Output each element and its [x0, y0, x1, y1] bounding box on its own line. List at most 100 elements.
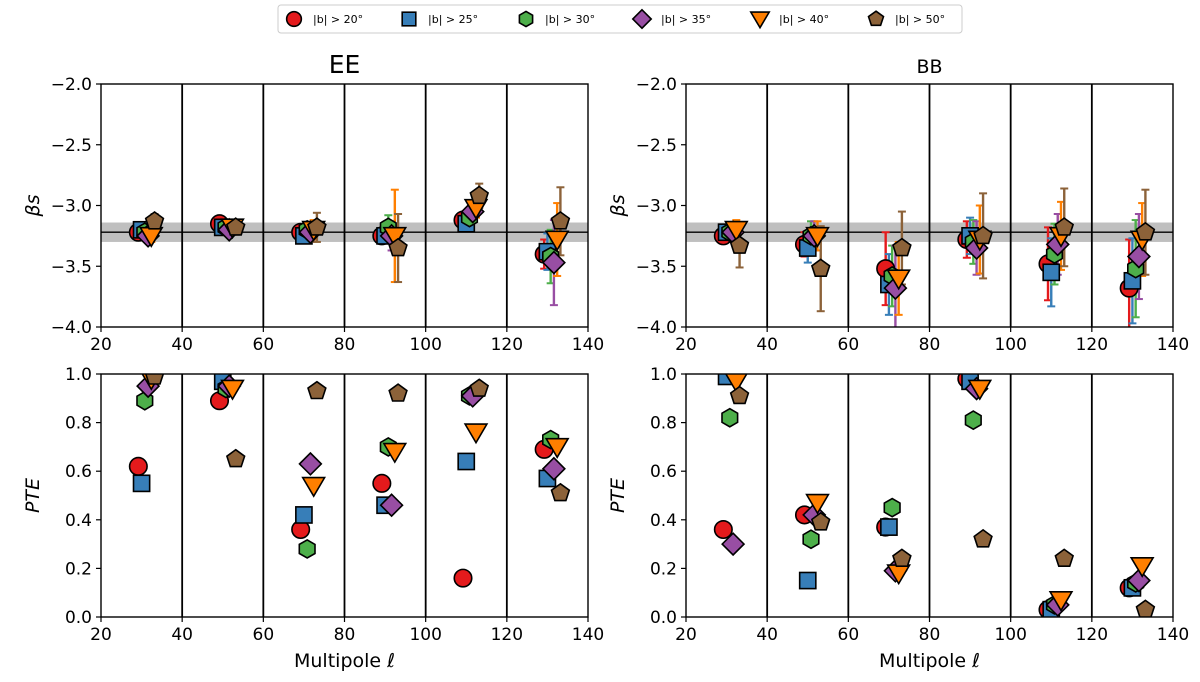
data-point — [1129, 556, 1155, 578]
y-tick-label: 0.2 — [650, 559, 677, 579]
data-point — [729, 385, 750, 405]
y-tick-label: 0.4 — [650, 511, 677, 531]
x-tick-label: 100 — [409, 335, 441, 355]
x-tick-label: 80 — [334, 625, 356, 645]
x-tick-label: 140 — [1157, 625, 1189, 645]
legend-marker-5 — [749, 11, 771, 30]
data-point — [725, 374, 748, 394]
data-point — [382, 226, 408, 248]
data-point — [132, 474, 151, 493]
data-point — [892, 548, 912, 568]
legend-label-1: |b| > 20° — [313, 13, 363, 26]
y-tick-label: 0.2 — [65, 559, 92, 579]
x-tick-label: 60 — [253, 625, 275, 645]
legend-marker-1 — [285, 10, 303, 28]
x-tick-label: 120 — [491, 335, 523, 355]
data-point — [144, 374, 165, 385]
x-tick-label: 140 — [1157, 335, 1189, 355]
data-point — [307, 380, 327, 400]
data-point — [128, 456, 148, 476]
data-point — [550, 211, 571, 230]
y-tick-label: 0.0 — [65, 608, 92, 628]
y-tick-label: 0.6 — [650, 462, 677, 482]
data-point — [973, 528, 993, 548]
y-tick-label: 0.6 — [65, 462, 92, 482]
x-tick-label: 140 — [572, 335, 604, 355]
data-point — [886, 269, 911, 291]
data-point — [298, 538, 316, 559]
y-axis-label: PTE — [607, 478, 629, 513]
y-tick-label: −3.5 — [51, 257, 92, 277]
y-tick-label: −2.5 — [636, 136, 677, 156]
data-point — [295, 506, 313, 524]
data-point — [721, 407, 739, 428]
legend-marker-2 — [401, 11, 417, 27]
data-point — [721, 532, 746, 557]
data-point — [382, 442, 408, 464]
data-point — [1135, 221, 1156, 241]
data-point — [1126, 244, 1151, 269]
data-point — [1126, 568, 1151, 593]
data-point — [805, 226, 830, 248]
data-point — [810, 258, 831, 278]
legend-label-5: |b| > 40° — [779, 13, 829, 26]
legend: |b| > 20° |b| > 25° |b| > 30° |b| > 35° |b| … — [277, 4, 963, 34]
data-point — [301, 476, 326, 498]
data-point — [307, 217, 327, 236]
data-point — [541, 250, 566, 275]
data-point — [388, 383, 408, 402]
y-tick-label: −4.0 — [636, 318, 677, 338]
y-axis-label: βs — [607, 194, 629, 217]
data-point — [550, 482, 571, 502]
x-tick-label: 120 — [1076, 335, 1108, 355]
x-tick-label: 60 — [253, 335, 275, 355]
x-tick-label: 20 — [675, 335, 697, 355]
y-tick-label: −2.5 — [51, 136, 92, 156]
data-point — [220, 379, 245, 401]
panel-bb-pte: 20 40 60 80 100 120 140 0.0 0.2 0.4 0.6 0.8 1.0 PTE Mu… — [607, 365, 1189, 672]
data-point — [453, 568, 473, 588]
legend-frame — [277, 4, 963, 34]
x-tick-label: 100 — [994, 625, 1026, 645]
legend-marker-3 — [518, 10, 534, 28]
data-point — [1042, 263, 1061, 282]
x-tick-label: 120 — [1076, 625, 1108, 645]
data-point — [880, 518, 898, 536]
data-point — [298, 451, 323, 476]
data-point — [225, 217, 246, 236]
y-tick-label: −4.0 — [51, 318, 92, 338]
data-point — [1054, 217, 1075, 236]
data-point — [892, 237, 912, 257]
data-point — [544, 230, 570, 252]
y-tick-label: −2.0 — [51, 75, 92, 95]
data-point — [883, 497, 901, 518]
legend-label-2: |b| > 25° — [428, 13, 478, 26]
y-tick-label: 0.0 — [650, 608, 677, 628]
data-point — [798, 571, 817, 590]
x-tick-label: 20 — [90, 625, 112, 645]
legend-label-6: |b| > 50° — [895, 13, 945, 26]
data-point — [379, 493, 404, 518]
x-tick-label: 60 — [838, 335, 860, 355]
data-point — [1135, 599, 1156, 617]
x-tick-label: 120 — [491, 625, 523, 645]
data-point — [225, 448, 246, 468]
x-tick-label: 140 — [572, 625, 604, 645]
legend-marker-6 — [867, 10, 885, 27]
y-tick-label: −3.0 — [636, 197, 677, 217]
y-axis-label: βs — [22, 194, 44, 217]
x-tick-label: 100 — [994, 335, 1026, 355]
legend-label-3: |b| > 30° — [545, 13, 595, 26]
x-tick-label: 40 — [171, 335, 193, 355]
data-point — [457, 452, 476, 471]
x-axis-label: Multipole ℓ — [294, 650, 395, 672]
data-point — [144, 211, 165, 230]
data-point — [713, 519, 733, 540]
y-tick-label: 1.0 — [65, 365, 92, 385]
y-tick-label: 0.4 — [65, 511, 92, 531]
x-tick-label: 20 — [675, 625, 697, 645]
y-axis-label: PTE — [22, 478, 44, 513]
data-point — [802, 529, 820, 550]
x-tick-label: 100 — [409, 625, 441, 645]
y-tick-label: 1.0 — [650, 365, 677, 385]
